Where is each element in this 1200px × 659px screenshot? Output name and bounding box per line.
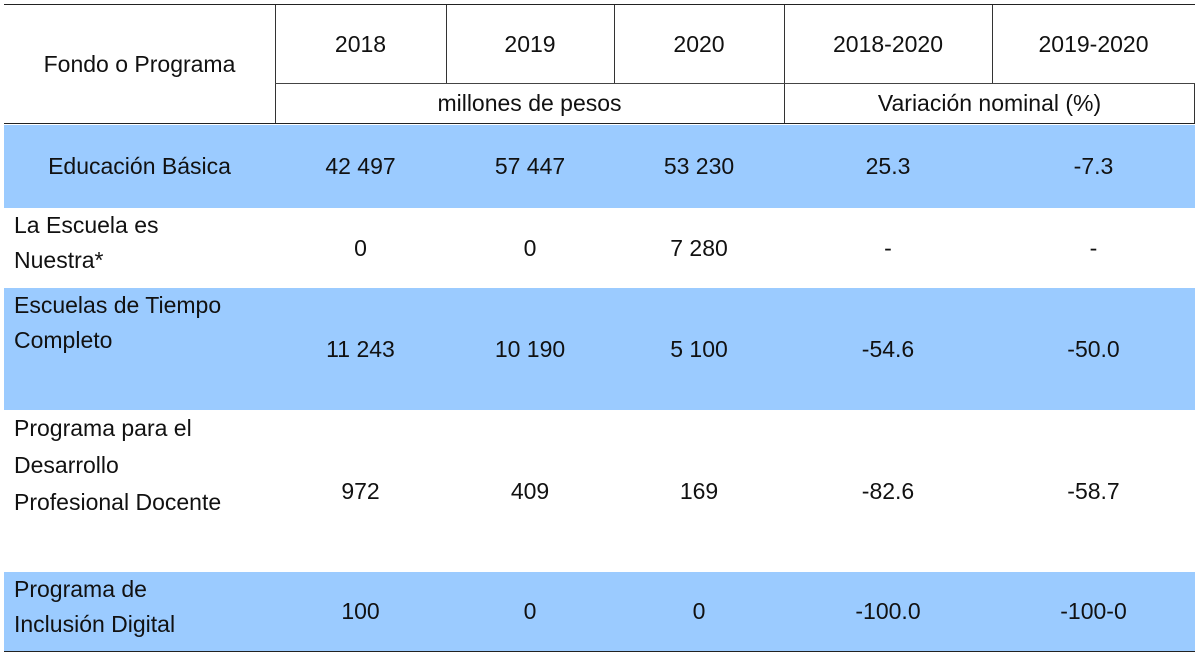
row-program-name-line: Inclusión Digital [14, 611, 176, 637]
table-row: Programa de Inclusión Digital 100 0 0 -1… [4, 572, 1195, 651]
variation-2019-2020: -50.0 [1067, 335, 1120, 362]
header-divider [275, 5, 276, 123]
value-2019: 409 [510, 477, 550, 504]
table-row: Programa para el Desarrollo Profesional … [4, 410, 1195, 572]
row-program-name: La Escuela es Nuestra* [4, 208, 275, 288]
value-2018: 100 [341, 598, 380, 624]
value-2020: 5 100 [670, 335, 728, 362]
row-program-name-line: Programa de [14, 576, 147, 602]
value-2020: 0 [692, 598, 706, 624]
variation-2018-2020: 25.3 [865, 153, 911, 179]
header-divider [1194, 83, 1195, 123]
header-variation-2018-2020: 2018-2020 [833, 30, 943, 57]
row-program-name-line: Profesional Docente [14, 489, 222, 515]
header-unit-millones-de-pesos: millones de pesos [437, 89, 622, 116]
value-2018: 972 [341, 477, 380, 504]
value-2020: 169 [679, 477, 719, 504]
value-2020: 7 280 [670, 234, 728, 261]
variation-2019-2020: -100-0 [1060, 598, 1127, 624]
value-2018: 11 243 [326, 335, 395, 362]
variation-2018-2020: -82.6 [861, 477, 915, 504]
header-divider [784, 5, 785, 123]
header-divider [275, 83, 1195, 84]
variation-2019-2020: -7.3 [1073, 153, 1114, 179]
variation-2018-2020: - [884, 234, 892, 261]
header-year-2020: 2020 [673, 30, 725, 57]
value-2018: 0 [354, 234, 367, 261]
header-year-2019: 2019 [504, 30, 556, 57]
header-unit-variacion-nominal: Variación nominal (%) [877, 89, 1102, 116]
variation-2018-2020: -54.6 [861, 335, 915, 362]
table-header: Fondo o Programa 2018 2019 2020 2018-202… [4, 4, 1195, 124]
row-program-name-line: La Escuela es [14, 212, 159, 238]
row-program-name-line: Escuelas de Tiempo [14, 292, 222, 318]
header-divider [992, 5, 993, 83]
header-divider [614, 5, 615, 83]
value-2019: 10 190 [494, 335, 566, 362]
value-2018: 42 497 [325, 153, 396, 179]
header-year-2018: 2018 [334, 30, 387, 57]
table-bottom-rule [4, 651, 1195, 652]
header-fondo-o-programa: Fondo o Programa [43, 50, 236, 77]
row-program-name: Programa de Inclusión Digital [4, 572, 275, 651]
row-program-name-line: Completo [14, 327, 113, 353]
header-variation-2019-2020: 2019-2020 [1038, 30, 1149, 57]
row-program-name-line: Nuestra* [14, 247, 104, 273]
table-row: Educación Básica 42 497 57 447 53 230 25… [4, 125, 1195, 208]
value-2020: 53 230 [663, 153, 735, 179]
table-row: La Escuela es Nuestra* 0 0 7 280 - - [4, 208, 1195, 288]
header-divider [446, 5, 447, 83]
variation-2018-2020: -100.0 [855, 598, 921, 624]
value-2019: 57 447 [494, 153, 566, 179]
row-program-name-line: Programa para el [14, 415, 192, 441]
row-program-name: Programa para el Desarrollo Profesional … [4, 410, 275, 572]
row-program-name-line: Desarrollo [14, 452, 119, 478]
value-2019: 0 [523, 598, 537, 624]
variation-2019-2020: - [1089, 234, 1098, 261]
value-2019: 0 [523, 234, 537, 261]
variation-2019-2020: -58.7 [1067, 477, 1120, 504]
row-program-name: Educación Básica [48, 153, 231, 179]
budget-table: Fondo o Programa 2018 2019 2020 2018-202… [4, 4, 1195, 653]
row-program-name: Escuelas de Tiempo Completo [4, 288, 275, 410]
table-row: Escuelas de Tiempo Completo 11 243 10 19… [4, 288, 1195, 410]
